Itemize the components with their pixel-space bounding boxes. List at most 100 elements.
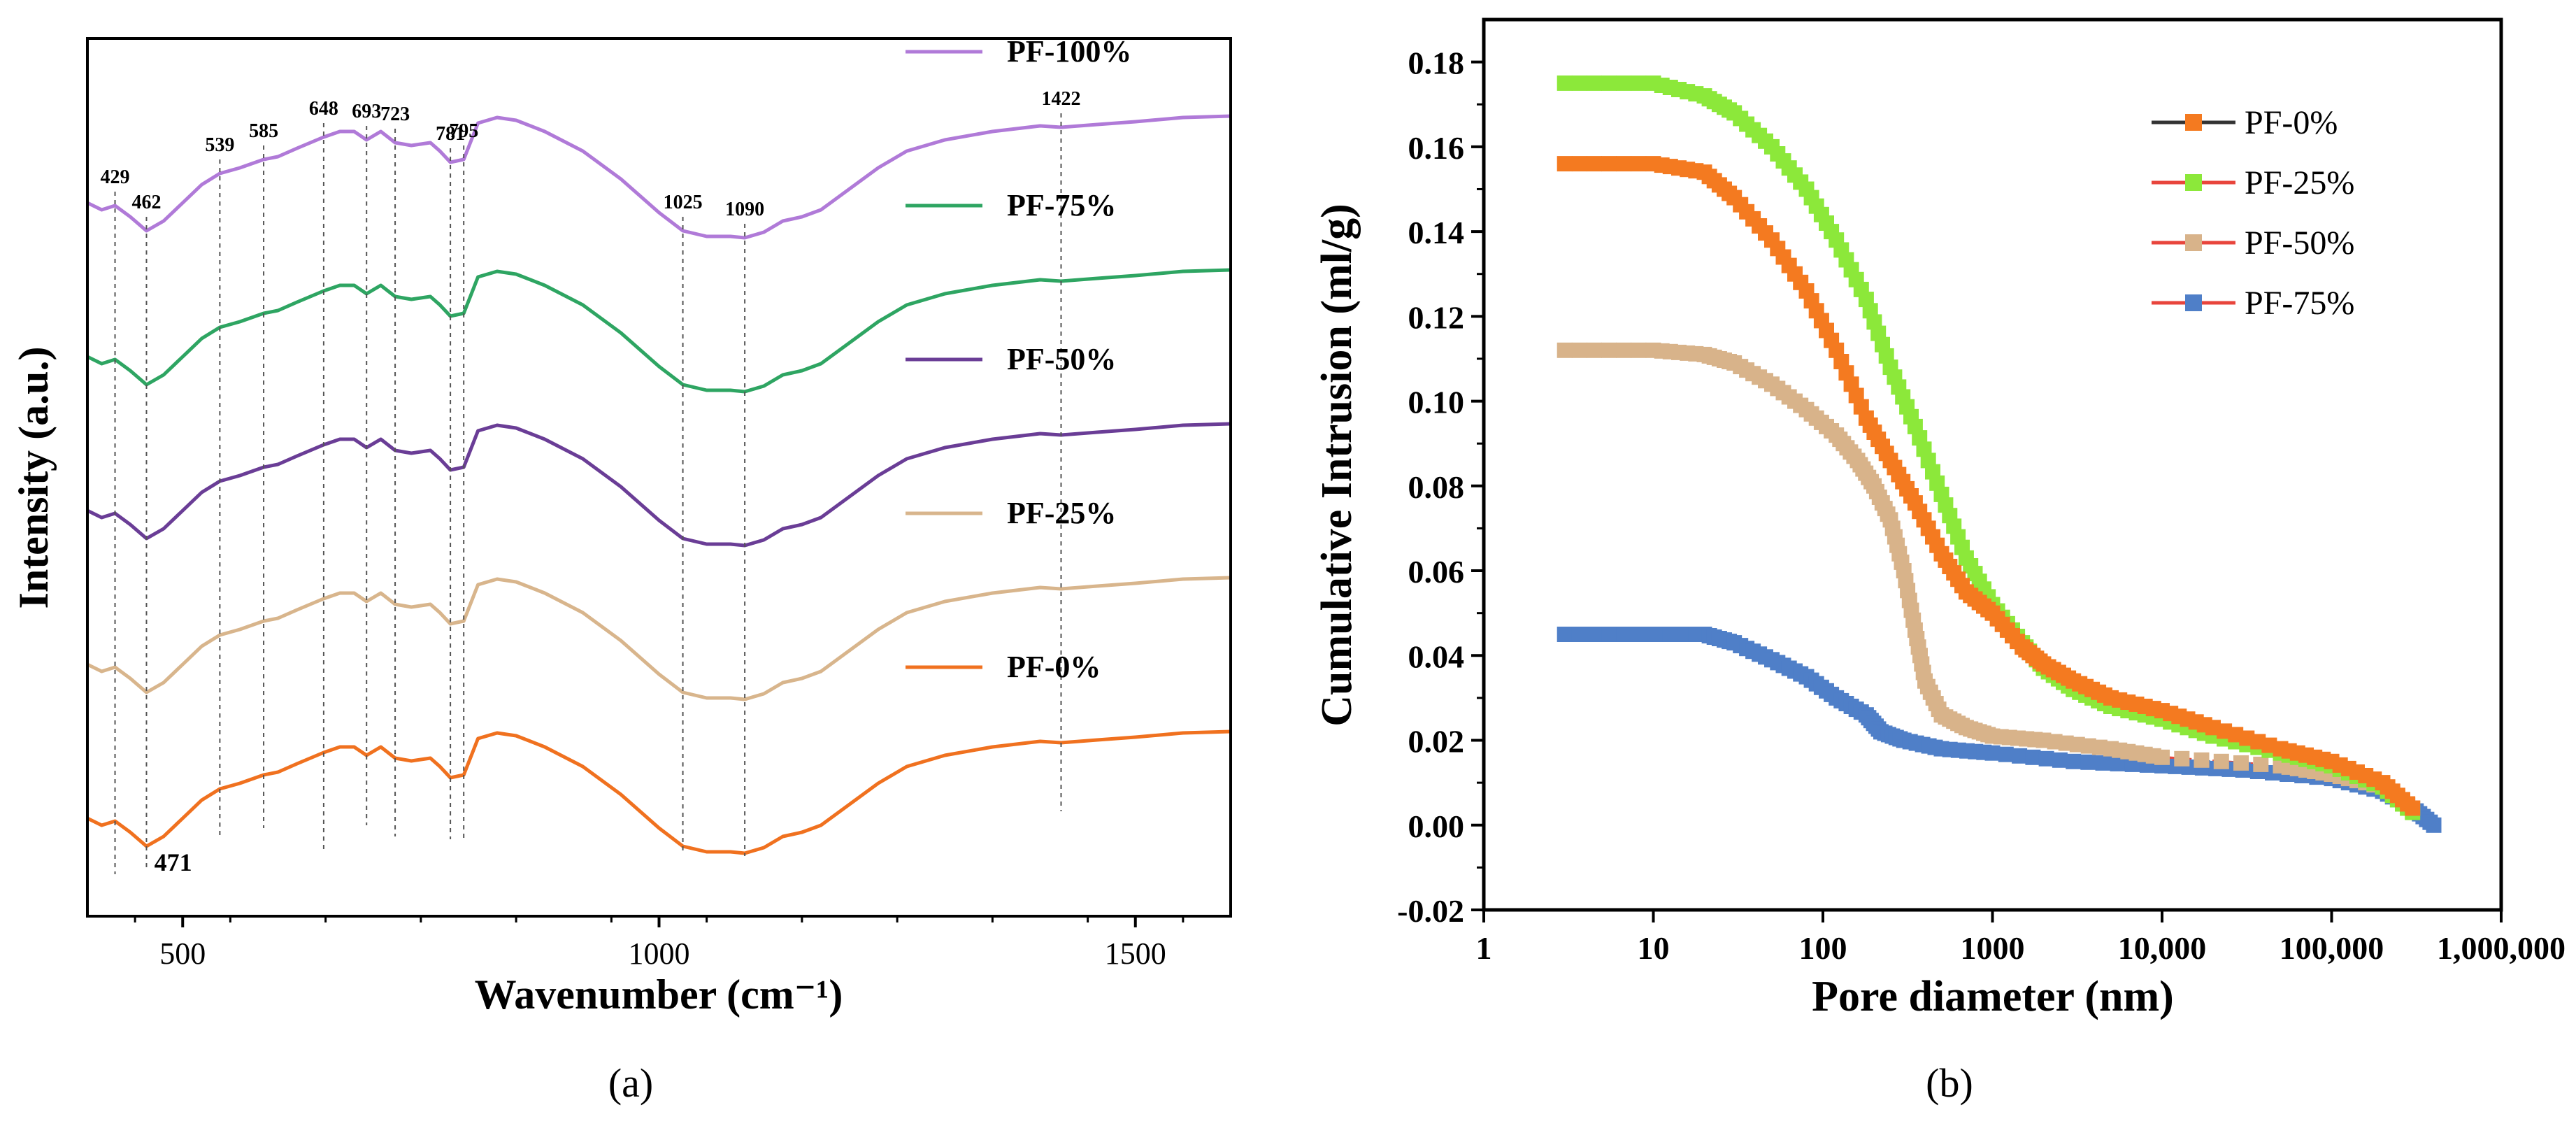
- pore-legend-label: PF-50%: [2245, 225, 2354, 262]
- pore-x-axis-label: Pore diameter (nm): [1812, 973, 2174, 1020]
- ftir-series-line: [86, 268, 1231, 394]
- pore-y-tick-label: 0.16: [1408, 130, 1465, 166]
- pore-data-point: [1587, 342, 1602, 358]
- pore-y-tick-label: 0.02: [1408, 724, 1465, 760]
- pore-data-point: [1601, 342, 1617, 358]
- pore-axes-ticks: -0.02 0.00 0.02 0.04 0.06 0.08 0.10 0.12 0.14 0.1…: [1397, 45, 2566, 966]
- pore-legend: PF-0% PF-25% PF-50% PF-75%: [2152, 104, 2354, 322]
- pore-data-point: [2025, 749, 2041, 765]
- pore-data-point: [2194, 752, 2210, 768]
- ftir-peak-label: 781: [436, 123, 465, 145]
- ftir-series-group: [86, 114, 1231, 855]
- pore-data-point: [1601, 627, 1617, 642]
- pore-data-point: [2174, 750, 2190, 767]
- pore-y-tick-label: 0.06: [1408, 554, 1465, 590]
- ftir-extra-label: 471: [155, 848, 192, 876]
- pore-data-point: [1571, 342, 1587, 358]
- ftir-x-tick-label: 1500: [1105, 936, 1166, 971]
- pore-y-tick-label: -0.02: [1397, 893, 1464, 929]
- ftir-peak-label: 648: [309, 98, 338, 120]
- pore-data-point: [1631, 627, 1647, 642]
- pore-data-point: [1571, 75, 1587, 91]
- pore-data-point: [1557, 342, 1573, 358]
- pore-legend-label: PF-0%: [2245, 104, 2338, 141]
- ftir-peak-label: 539: [205, 134, 234, 156]
- pore-data-point: [1616, 627, 1632, 642]
- ftir-series-labels: PF-100% PF-75% PF-50% PF-25% PF-0%: [906, 34, 1131, 684]
- ftir-x-ticks: 500 1000 1500: [134, 916, 1185, 971]
- pore-y-tick-label: 0.18: [1408, 45, 1465, 81]
- ftir-x-axis-label: Wavenumber (cm⁻¹): [475, 971, 843, 1018]
- pore-legend-marker: [2185, 234, 2202, 251]
- pore-data-point: [1557, 627, 1573, 642]
- pore-data-point: [1631, 75, 1647, 91]
- panel-b-pore-chart: -0.02 0.00 0.02 0.04 0.06 0.08 0.10 0.12 0.14 0.1…: [1288, 0, 2576, 1123]
- ftir-plot-frame: [86, 37, 1232, 918]
- pore-y-axis-label: Cumulative Intrusion (ml/g): [1313, 204, 1361, 726]
- pore-x-tick-label: 1,000,000: [2437, 930, 2566, 966]
- panel-b-label: (b): [1926, 1060, 1973, 1106]
- pore-y-tick-label: 0.00: [1408, 808, 1465, 844]
- pore-legend-marker: [2185, 174, 2202, 191]
- ftir-peak-label: 795: [449, 120, 478, 142]
- ftir-legend-label: PF-50%: [1007, 342, 1116, 376]
- pore-data-point: [2405, 800, 2421, 816]
- pore-y-tick-label: 0.12: [1408, 299, 1465, 335]
- ftir-peak-label: 1025: [664, 192, 703, 213]
- pore-data-point: [1571, 156, 1587, 172]
- pore-data-point: [2110, 755, 2126, 771]
- pore-data-point: [1631, 342, 1647, 358]
- panel-a-label: (a): [608, 1060, 653, 1106]
- pore-data-point: [2066, 753, 2082, 769]
- pore-data-point: [1587, 75, 1602, 91]
- ftir-peak-label: 429: [101, 166, 130, 188]
- pore-data-point: [1616, 156, 1632, 172]
- ftir-peak-label: 1090: [725, 199, 764, 220]
- pore-data-point: [1601, 75, 1617, 91]
- pore-data-point: [1587, 156, 1602, 172]
- ftir-peak-label: 1422: [1041, 88, 1080, 110]
- pore-legend-marker: [2185, 294, 2202, 311]
- pore-legend-label: PF-75%: [2245, 285, 2354, 322]
- ftir-x-tick-label: 500: [159, 936, 206, 971]
- pore-data-point: [1557, 75, 1573, 91]
- pore-data-point: [1984, 745, 2001, 761]
- pore-data-point: [2233, 755, 2249, 771]
- ftir-legend-label: PF-100%: [1007, 34, 1131, 69]
- pore-legend-marker: [2185, 114, 2202, 131]
- pore-data-point: [2095, 755, 2111, 771]
- pore-data-point: [2426, 817, 2442, 833]
- pore-y-tick-label: 0.10: [1408, 385, 1465, 420]
- pore-x-tick-label: 1: [1476, 930, 1492, 966]
- pore-data-point: [2038, 750, 2054, 767]
- pore-data-point: [1587, 627, 1602, 642]
- ftir-peak-label: 462: [131, 192, 161, 213]
- pore-data-point: [2154, 749, 2170, 765]
- pore-data-point: [2052, 752, 2068, 768]
- ftir-legend-label: PF-0%: [1007, 650, 1101, 684]
- ftir-series-line: [86, 114, 1231, 240]
- pore-series-group: [1557, 75, 2442, 833]
- pore-data-point: [2080, 754, 2096, 770]
- pore-data-point: [2213, 753, 2229, 769]
- pore-data-point: [2012, 748, 2028, 764]
- ftir-peak-label: 723: [380, 104, 410, 125]
- pore-data-point: [1998, 746, 2014, 762]
- pore-x-tick-label: 100,000: [2280, 930, 2384, 966]
- pore-x-tick-label: 10: [1638, 930, 1670, 966]
- pore-x-tick-label: 10,000: [2118, 930, 2207, 966]
- pore-legend-label: PF-25%: [2245, 164, 2354, 201]
- pore-data-point: [1601, 156, 1617, 172]
- ftir-series-line: [86, 422, 1231, 548]
- pore-data-point: [1616, 342, 1632, 358]
- pore-y-tick-label: 0.08: [1408, 469, 1465, 505]
- pore-data-point: [2253, 756, 2269, 772]
- pore-data-point: [1571, 627, 1587, 642]
- ftir-legend-label: PF-75%: [1007, 188, 1116, 222]
- ftir-peak-label: 693: [352, 101, 381, 122]
- pore-plot-frame: [1482, 17, 2503, 912]
- pore-data-point: [1557, 156, 1573, 172]
- ftir-peak-label: 585: [249, 120, 278, 142]
- ftir-x-tick-label: 1000: [629, 936, 690, 971]
